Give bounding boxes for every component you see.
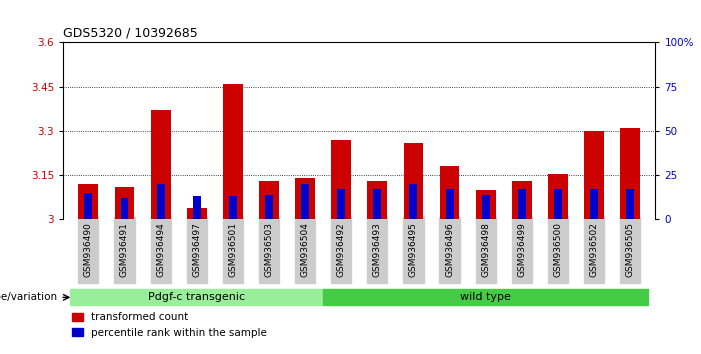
Bar — [70, 289, 323, 305]
Bar — [186, 208, 207, 219]
Bar — [332, 140, 351, 219]
Bar — [620, 128, 640, 219]
Bar — [440, 166, 459, 219]
Bar — [409, 184, 417, 219]
Bar — [626, 189, 634, 219]
Bar — [367, 181, 387, 219]
Bar — [446, 189, 454, 219]
Bar — [476, 190, 496, 219]
Bar — [584, 131, 604, 219]
Text: wild type: wild type — [461, 292, 511, 302]
Bar — [229, 196, 237, 219]
Bar — [84, 193, 93, 219]
Bar — [590, 189, 598, 219]
Bar — [404, 143, 423, 219]
Bar — [156, 184, 165, 219]
Bar — [265, 195, 273, 219]
Bar — [548, 174, 568, 219]
Bar — [374, 189, 381, 219]
Bar — [259, 181, 279, 219]
Bar — [151, 110, 170, 219]
Bar — [482, 195, 490, 219]
Bar — [554, 189, 562, 219]
Bar — [337, 189, 345, 219]
Text: GDS5320 / 10392685: GDS5320 / 10392685 — [63, 27, 198, 40]
Bar — [114, 187, 135, 219]
Bar — [79, 184, 98, 219]
Legend: transformed count, percentile rank within the sample: transformed count, percentile rank withi… — [68, 308, 271, 342]
Text: Pdgf-c transgenic: Pdgf-c transgenic — [148, 292, 245, 302]
Bar — [301, 184, 309, 219]
Text: genotype/variation: genotype/variation — [0, 292, 57, 302]
Bar — [295, 178, 315, 219]
Bar — [512, 181, 532, 219]
Bar — [223, 84, 243, 219]
Bar — [193, 196, 200, 219]
Bar — [121, 198, 128, 219]
Bar — [518, 189, 526, 219]
Bar — [323, 289, 648, 305]
